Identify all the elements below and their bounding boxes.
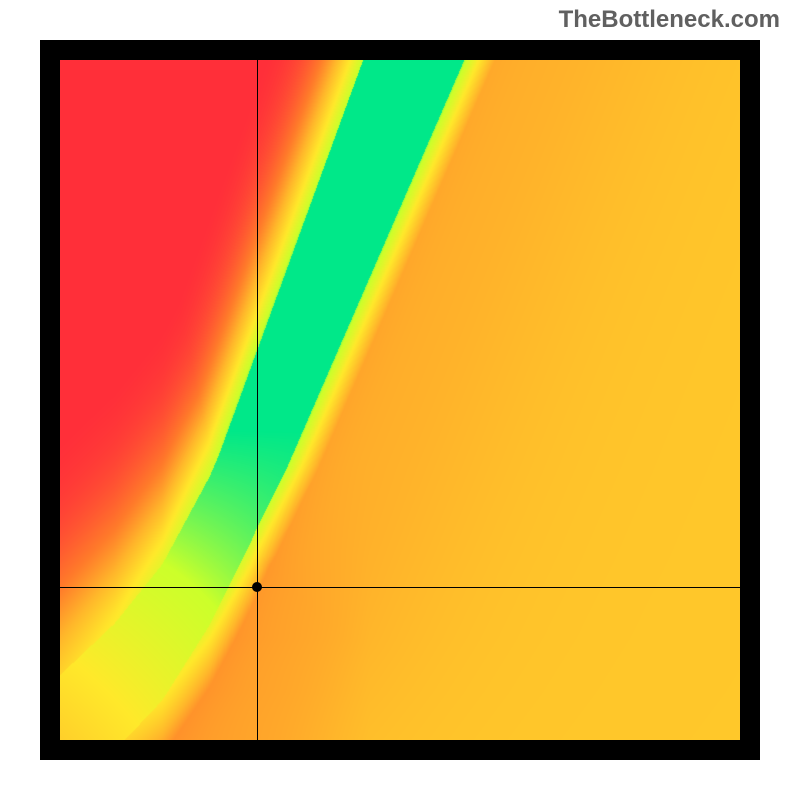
chart-frame: [40, 40, 760, 760]
watermark-text: TheBottleneck.com: [559, 6, 780, 34]
chart-container: TheBottleneck.com: [0, 0, 800, 800]
crosshair-horizontal: [60, 587, 740, 588]
heatmap-canvas: [60, 60, 740, 740]
plot-area: [60, 60, 740, 740]
crosshair-vertical: [257, 60, 258, 740]
selected-data-point: [252, 582, 262, 592]
